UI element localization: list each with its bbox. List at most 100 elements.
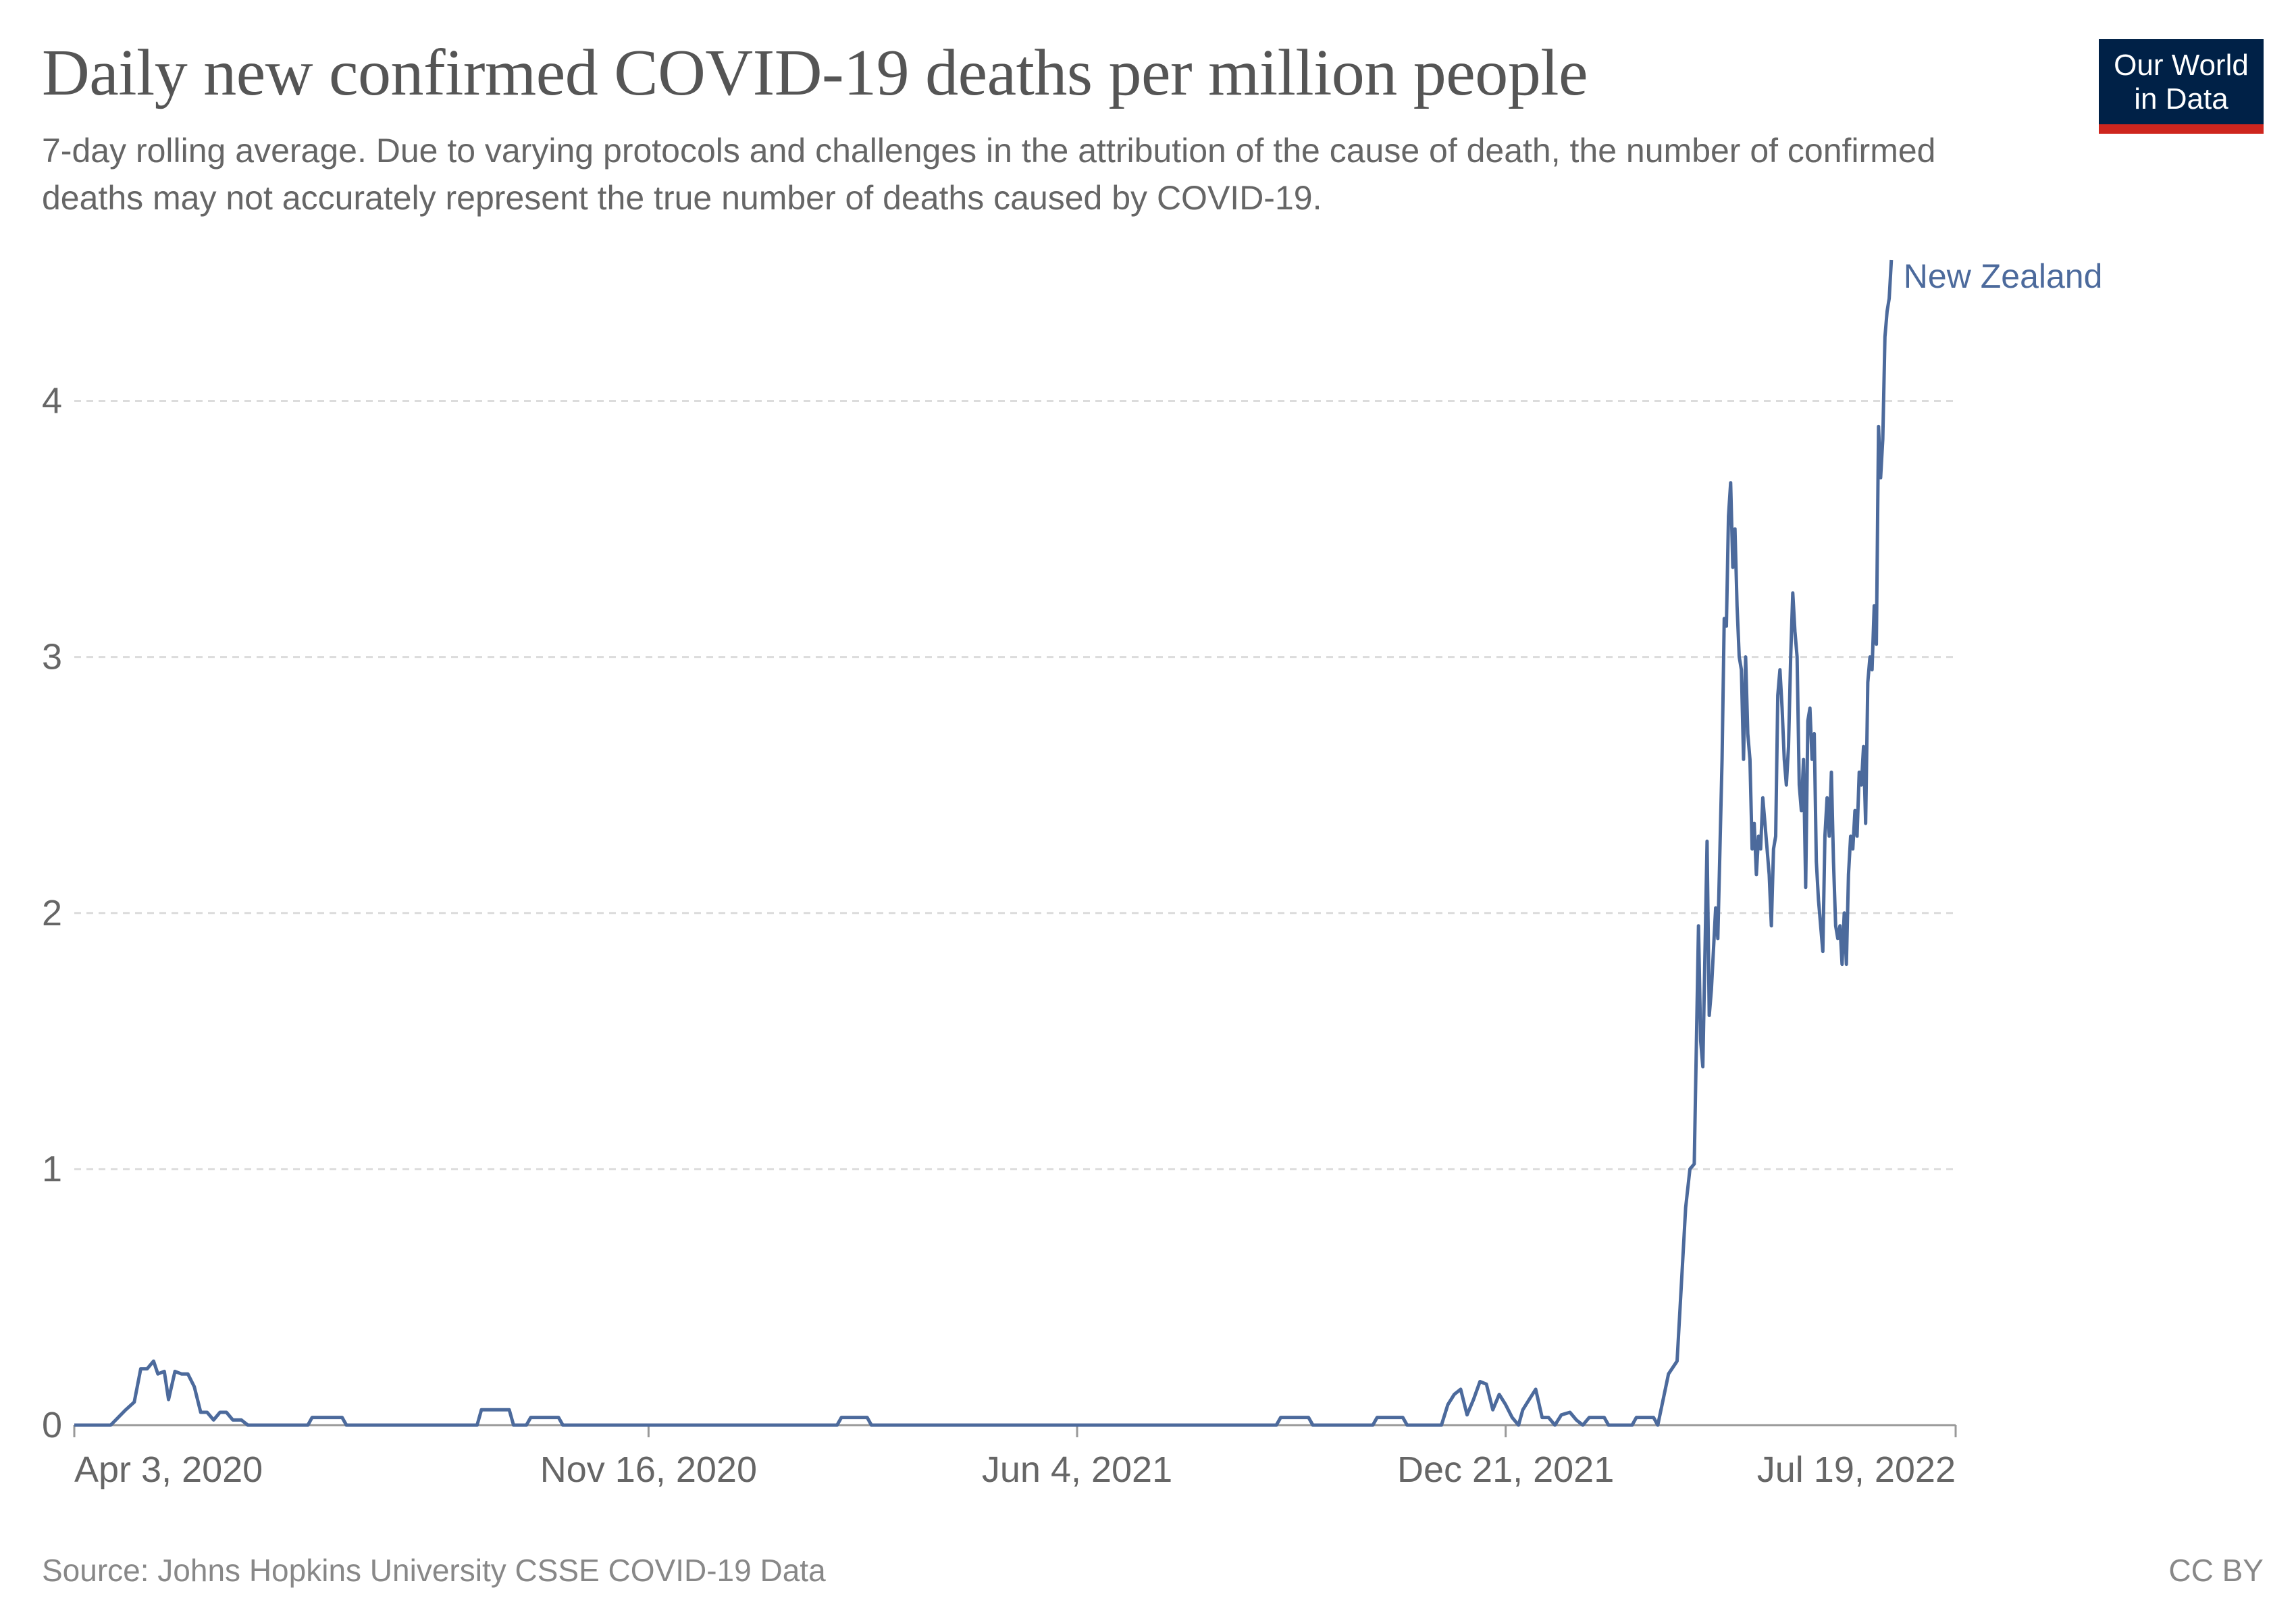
data-point (218, 1411, 221, 1414)
data-point (1759, 848, 1763, 851)
data-point (866, 1416, 869, 1419)
data-point (145, 1367, 149, 1370)
license-link[interactable]: CC BY (2168, 1553, 2264, 1588)
data-point (1866, 681, 1869, 684)
data-point (180, 1372, 183, 1376)
x-axis: Apr 3, 2020 Nov 16, 2020 Jun 4, 2021 Dec 21… (73, 1424, 1957, 1490)
data-point (1776, 694, 1779, 697)
data-point (835, 1424, 839, 1427)
data-point (1279, 1416, 1282, 1419)
data-point (1547, 1416, 1550, 1419)
data-point (1511, 1416, 1514, 1419)
data-point (1862, 745, 1865, 748)
data-point (1736, 604, 1739, 607)
data-point (1401, 1416, 1405, 1419)
data-point (1817, 898, 1820, 902)
data-point (1744, 655, 1748, 659)
data-point (1748, 758, 1752, 761)
data-point (1757, 835, 1760, 838)
data-point (152, 1360, 155, 1363)
data-point (124, 1408, 128, 1412)
data-point (1652, 1416, 1655, 1419)
data-point (1812, 732, 1816, 736)
data-point (1540, 1416, 1544, 1419)
data-point (1446, 1403, 1450, 1406)
data-point (1692, 1162, 1696, 1166)
data-point (840, 1416, 843, 1419)
data-point (1877, 425, 1880, 428)
data-point (1721, 758, 1724, 761)
data-point (1798, 783, 1801, 787)
gridlines (74, 400, 1956, 1170)
series-layer: New Zealand (74, 257, 2103, 1427)
series-line-new-zealand[interactable] (74, 259, 1894, 1427)
data-point (1767, 873, 1771, 876)
data-point (1849, 835, 1852, 838)
source-note[interactable]: Source: Johns Hopkins University CSSE CO… (42, 1553, 826, 1588)
data-point (199, 1411, 203, 1414)
data-point (1376, 1416, 1379, 1419)
data-point (1750, 848, 1754, 851)
data-point (1838, 924, 1842, 927)
data-point (1815, 860, 1818, 863)
data-point (205, 1411, 209, 1414)
x-tick-label: Apr 3, 2020 (74, 1449, 263, 1490)
data-point (1459, 1387, 1463, 1391)
data-point (156, 1372, 159, 1376)
logo-accent-bar (2099, 124, 2264, 134)
data-point (340, 1416, 344, 1419)
data-point (1772, 848, 1775, 851)
data-point (109, 1424, 112, 1427)
data-point (1575, 1418, 1578, 1422)
data-point (1808, 706, 1812, 710)
data-point (1725, 625, 1728, 628)
data-point (1630, 1424, 1634, 1427)
data-point (1602, 1416, 1606, 1419)
data-point (1781, 706, 1784, 710)
data-point (1845, 962, 1848, 966)
data-point (1823, 835, 1827, 838)
data-point (167, 1398, 170, 1401)
data-point (1521, 1408, 1525, 1412)
data-point (1311, 1424, 1315, 1427)
data-point (231, 1418, 234, 1422)
data-point (1733, 528, 1737, 531)
data-point (1738, 655, 1741, 659)
data-point (1763, 822, 1767, 825)
y-tick-label: 1 (42, 1149, 62, 1189)
series-label-new-zealand[interactable]: New Zealand (1904, 257, 2103, 295)
data-point (1405, 1424, 1409, 1427)
data-point (1701, 1065, 1704, 1069)
data-point (1581, 1424, 1584, 1427)
data-point (186, 1372, 190, 1376)
data-point (1740, 668, 1743, 671)
y-tick-label: 0 (42, 1405, 62, 1445)
x-tick-label: Jul 19, 2022 (1757, 1449, 1956, 1490)
data-point (139, 1367, 142, 1370)
data-point (1889, 259, 1893, 262)
data-point (1560, 1413, 1563, 1416)
data-point (1731, 565, 1735, 569)
data-point (132, 1400, 136, 1404)
data-point (1825, 796, 1829, 800)
data-point (1827, 835, 1831, 838)
data-point (1498, 1393, 1501, 1396)
data-point (475, 1424, 479, 1427)
owid-logo[interactable]: Our World in Data (2099, 39, 2264, 134)
data-point (1821, 950, 1825, 953)
data-point (1697, 924, 1700, 927)
data-point (1774, 835, 1777, 838)
data-point (1635, 1416, 1638, 1419)
data-point (1853, 809, 1856, 813)
data-point (1879, 476, 1882, 480)
data-point (479, 1408, 483, 1412)
data-point (1881, 438, 1885, 441)
data-point (525, 1424, 528, 1427)
data-point (1761, 796, 1765, 800)
data-point (1840, 962, 1844, 966)
data-point (1504, 1403, 1507, 1406)
data-point (1553, 1424, 1557, 1427)
data-point (225, 1411, 228, 1414)
data-point (1568, 1411, 1571, 1414)
